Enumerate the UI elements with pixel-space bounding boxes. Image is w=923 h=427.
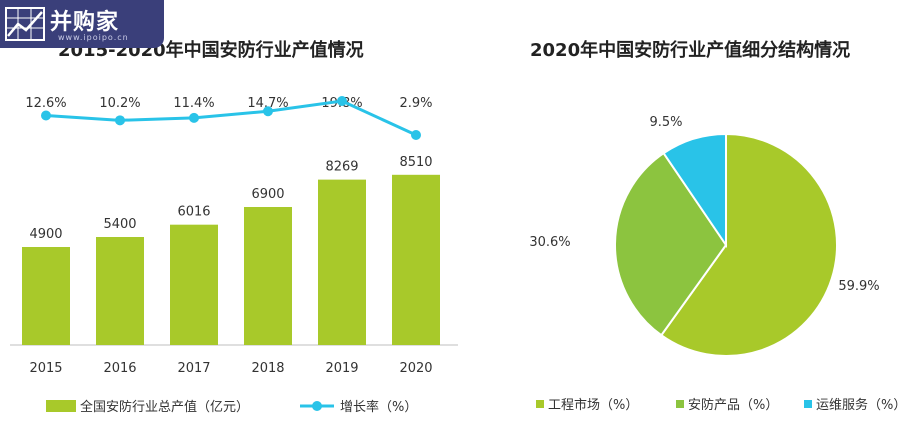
chart-logo-icon bbox=[5, 7, 45, 41]
line-value-label: 2.9% bbox=[399, 96, 432, 111]
line-point bbox=[263, 106, 273, 117]
pie-slice-label: 30.6% bbox=[529, 235, 570, 250]
pie-chart: 59.9% 30.6% 9.5% 工程市场（%） 安防产品（%） 运维服务（%） bbox=[529, 115, 906, 413]
watermark-logo: 并购家 www.ipoipo.cn bbox=[0, 0, 164, 48]
legend-label: 工程市场（%） bbox=[548, 397, 638, 413]
x-tick-label: 2016 bbox=[103, 361, 136, 376]
line-value-label: 10.2% bbox=[99, 96, 140, 111]
bar-value-label: 5400 bbox=[103, 217, 136, 232]
line-point bbox=[189, 112, 199, 123]
pie-slice-label: 59.9% bbox=[838, 279, 879, 294]
legend-label: 安防产品（%） bbox=[688, 397, 778, 413]
line-point bbox=[411, 130, 421, 140]
x-tick-label: 2019 bbox=[325, 361, 358, 376]
bar-line-chart: 4900 2015 12.6% 5400 2016 10.2% 6016 2017 11.4% 6… bbox=[10, 96, 458, 415]
legend-swatch bbox=[676, 400, 684, 408]
logo-text: 并购家 bbox=[50, 10, 120, 35]
bar-value-label: 4900 bbox=[29, 227, 62, 242]
legend-label: 运维服务（%） bbox=[816, 397, 906, 413]
growth-rate-line bbox=[45, 99, 417, 137]
legend-swatch bbox=[536, 400, 544, 408]
x-tick-label: 2015 bbox=[29, 361, 62, 376]
legend-bar-label: 全国安防行业总产值（亿元） bbox=[80, 399, 249, 415]
bar-value-label: 6900 bbox=[251, 187, 284, 202]
bar bbox=[392, 174, 440, 345]
bar bbox=[318, 179, 366, 345]
bar-value-label: 6016 bbox=[177, 205, 210, 220]
pie-slice bbox=[662, 132, 727, 249]
legend-swatch bbox=[804, 400, 812, 408]
line-point bbox=[115, 115, 125, 126]
x-tick-label: 2017 bbox=[177, 361, 210, 376]
bar bbox=[96, 237, 144, 345]
line-value-label: 12.6% bbox=[25, 96, 66, 111]
bar-value-label: 8269 bbox=[325, 160, 358, 175]
x-tick-label: 2018 bbox=[251, 361, 284, 376]
logo-subtext: www.ipoipo.cn bbox=[58, 33, 129, 42]
line-value-label: 11.4% bbox=[173, 96, 214, 111]
bar bbox=[170, 224, 218, 345]
line-point bbox=[41, 110, 51, 121]
legend-line-marker bbox=[312, 401, 322, 411]
legend-line-label: 增长率（%） bbox=[340, 399, 417, 415]
pie-chart-title: 2020年中国安防行业产值细分结构情况 bbox=[530, 40, 851, 61]
bar-value-label: 8510 bbox=[399, 155, 432, 170]
line-point bbox=[337, 96, 347, 106]
x-tick-label: 2020 bbox=[399, 361, 432, 376]
pie-slice bbox=[659, 132, 838, 357]
line-value-label: 14.7% bbox=[247, 96, 288, 111]
pie-slice bbox=[614, 151, 728, 337]
legend-bar-swatch bbox=[46, 400, 76, 412]
bar bbox=[22, 247, 70, 345]
pie-slice-label: 9.5% bbox=[649, 115, 682, 130]
bar bbox=[244, 207, 292, 345]
